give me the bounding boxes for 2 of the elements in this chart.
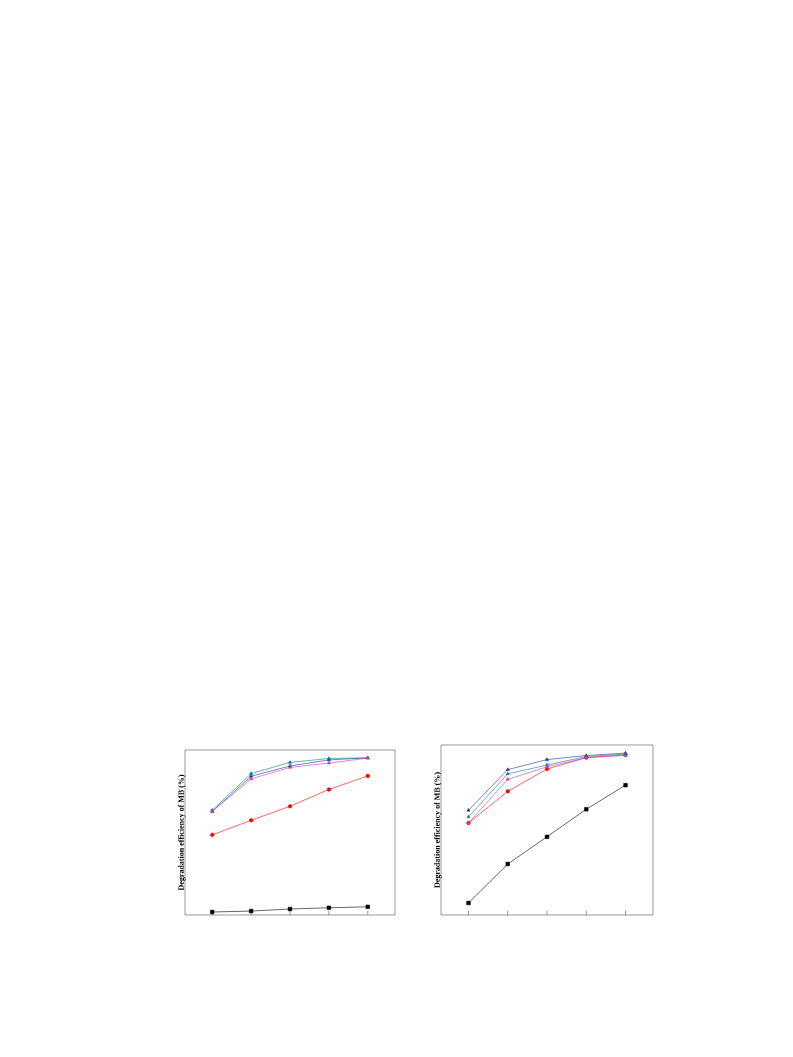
y-axis-title: Degradation efficiency of MB (%) (434, 772, 442, 888)
y-axis-title: Degradation efficiency of MB (%) (178, 774, 186, 891)
